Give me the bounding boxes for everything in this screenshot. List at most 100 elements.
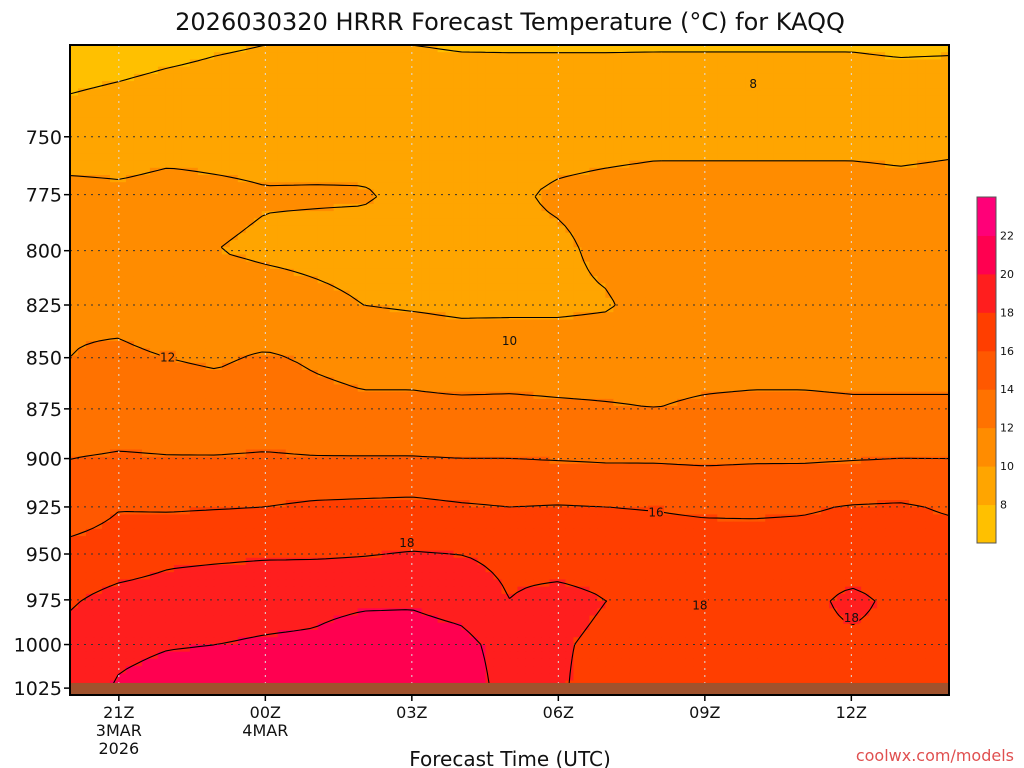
temperature-cell <box>813 196 822 205</box>
temperature-cell <box>869 52 878 61</box>
temperature-cell <box>253 290 263 299</box>
temperature-cell <box>725 81 734 89</box>
temperature-cell <box>293 153 303 162</box>
temperature-cell <box>517 290 527 299</box>
temperature-cell <box>325 333 335 342</box>
temperature-cell <box>181 189 191 198</box>
temperature-cell <box>445 218 455 227</box>
temperature-cell <box>269 348 279 357</box>
temperature-cell <box>429 276 439 284</box>
temperature-cell <box>141 102 151 111</box>
temperature-cell <box>301 268 311 277</box>
temperature-cell <box>765 196 774 205</box>
temperature-cell <box>685 254 694 263</box>
temperature-cell <box>149 211 159 219</box>
temperature-cell <box>653 117 662 126</box>
temperature-cell <box>229 131 239 140</box>
temperature-cell <box>805 131 814 140</box>
temperature-cell <box>309 175 319 183</box>
temperature-cell <box>781 117 790 126</box>
temperature-cell <box>293 182 303 191</box>
temperature-cell <box>429 261 439 270</box>
temperature-cell <box>445 102 455 111</box>
temperature-cell <box>869 81 878 89</box>
temperature-cell <box>485 117 495 126</box>
temperature-cell <box>125 355 135 364</box>
temperature-cell <box>909 218 918 227</box>
temperature-cell <box>189 333 199 342</box>
temperature-cell <box>317 268 327 277</box>
temperature-cell <box>669 88 678 97</box>
temperature-cell <box>725 203 734 212</box>
temperature-cell <box>725 218 734 227</box>
temperature-cell <box>861 153 870 162</box>
temperature-cell <box>333 211 343 219</box>
temperature-cell <box>213 189 223 198</box>
temperature-cell <box>877 196 886 205</box>
temperature-cell <box>85 189 95 198</box>
temperature-cell <box>397 102 407 111</box>
temperature-cell <box>709 52 718 61</box>
temperature-cell <box>277 261 287 270</box>
temperature-cell <box>653 326 662 335</box>
temperature-cell <box>293 240 303 248</box>
temperature-cell <box>413 254 423 263</box>
temperature-cell <box>365 175 375 183</box>
temperature-cell <box>405 341 415 349</box>
temperature-cell <box>133 341 143 349</box>
temperature-cell <box>901 225 910 234</box>
temperature-cell <box>70 261 79 270</box>
temperature-cell <box>157 312 167 321</box>
temperature-cell <box>349 355 359 364</box>
temperature-cell <box>829 45 838 53</box>
temperature-cell <box>101 283 111 292</box>
temperature-cell <box>445 305 455 313</box>
temperature-cell <box>677 297 686 306</box>
temperature-cell <box>757 240 766 248</box>
temperature-cell <box>605 355 614 364</box>
temperature-cell <box>789 341 798 349</box>
temperature-cell <box>309 290 319 299</box>
temperature-cell <box>837 319 846 328</box>
temperature-cell <box>277 131 287 140</box>
temperature-cell <box>341 211 351 219</box>
temperature-cell <box>181 240 191 248</box>
temperature-cell <box>253 117 263 126</box>
temperature-cell <box>461 66 471 75</box>
temperature-cell <box>141 333 151 342</box>
temperature-cell <box>70 196 79 205</box>
temperature-cell <box>293 319 303 328</box>
temperature-cell <box>573 73 583 82</box>
temperature-cell <box>341 102 351 111</box>
temperature-cell <box>261 326 271 335</box>
temperature-cell <box>141 88 151 97</box>
temperature-cell <box>125 211 135 219</box>
temperature-cell <box>165 341 175 349</box>
temperature-cell <box>133 218 143 227</box>
temperature-cell <box>685 297 694 306</box>
temperature-cell <box>373 52 383 61</box>
temperature-cell <box>493 283 503 292</box>
temperature-cell <box>237 160 247 169</box>
temperature-cell <box>197 153 207 162</box>
temperature-cell <box>837 160 846 169</box>
temperature-cell <box>717 138 726 147</box>
temperature-cell <box>709 218 718 227</box>
temperature-cell <box>765 45 774 53</box>
temperature-cell <box>509 305 519 313</box>
temperature-cell <box>861 341 870 349</box>
temperature-cell <box>901 305 910 313</box>
temperature-cell <box>525 276 535 284</box>
temperature-cell <box>821 362 830 371</box>
temperature-cell <box>565 153 575 162</box>
temperature-cell <box>405 73 415 82</box>
temperature-cell <box>565 182 575 191</box>
temperature-cell <box>429 95 439 104</box>
temperature-cell <box>573 297 583 306</box>
temperature-cell <box>797 326 806 335</box>
temperature-cell <box>941 146 949 154</box>
temperature-cell <box>165 138 175 147</box>
temperature-cell <box>325 52 335 61</box>
temperature-cell <box>317 88 327 97</box>
temperature-cell <box>181 175 191 183</box>
